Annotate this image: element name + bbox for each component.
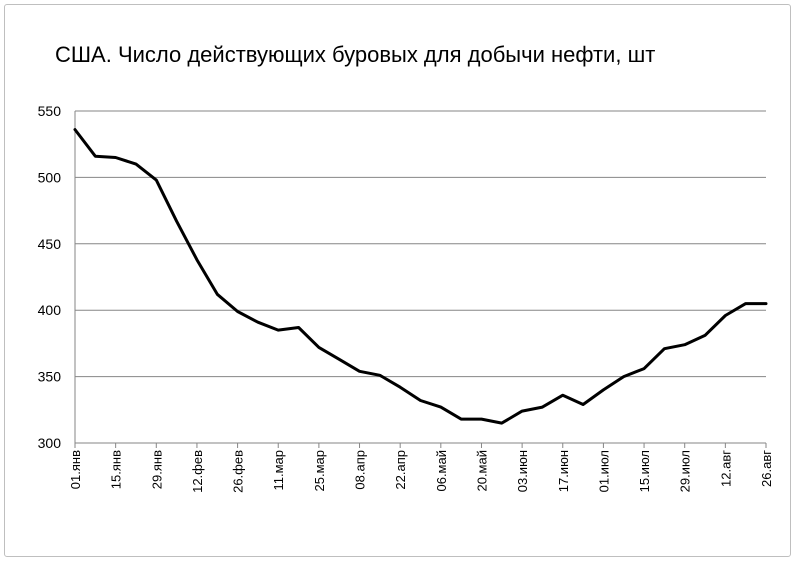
x-tick-label: 06.май — [434, 450, 449, 492]
x-tick-label: 17.июн — [556, 450, 571, 492]
y-tick-label: 550 — [38, 103, 62, 119]
x-tick-label: 01.июл — [596, 450, 611, 492]
y-tick-label: 300 — [38, 435, 62, 451]
x-tick-label: 29.янв — [149, 450, 164, 489]
x-tick-label: 29.июл — [678, 450, 693, 492]
x-tick-label: 26.авг — [759, 450, 774, 487]
y-tick-label: 450 — [38, 236, 62, 252]
x-tick-label: 15.июл — [637, 450, 652, 492]
x-tick-label: 11.мар — [271, 450, 286, 491]
y-tick-label: 350 — [38, 369, 62, 385]
y-tick-label: 400 — [38, 302, 62, 318]
x-tick-label: 22.апр — [393, 450, 408, 490]
x-tick-label: 08.апр — [353, 450, 368, 490]
x-tick-label: 03.июн — [515, 450, 530, 492]
x-tick-label: 01.янв — [68, 450, 83, 489]
x-tick-label: 20.май — [474, 450, 489, 492]
y-tick-label: 500 — [38, 169, 62, 185]
x-tick-label: 15.янв — [109, 450, 124, 489]
series-line-0 — [73, 128, 768, 425]
x-tick-label: 12.авг — [718, 450, 733, 487]
x-tick-label: 25.мар — [312, 450, 327, 491]
x-tick-label: 26.фев — [231, 450, 246, 493]
x-tick-label: 12.фев — [190, 450, 205, 493]
chart-frame — [4, 4, 791, 557]
chart-title: США. Число действующих буровых для добыч… — [55, 42, 656, 67]
